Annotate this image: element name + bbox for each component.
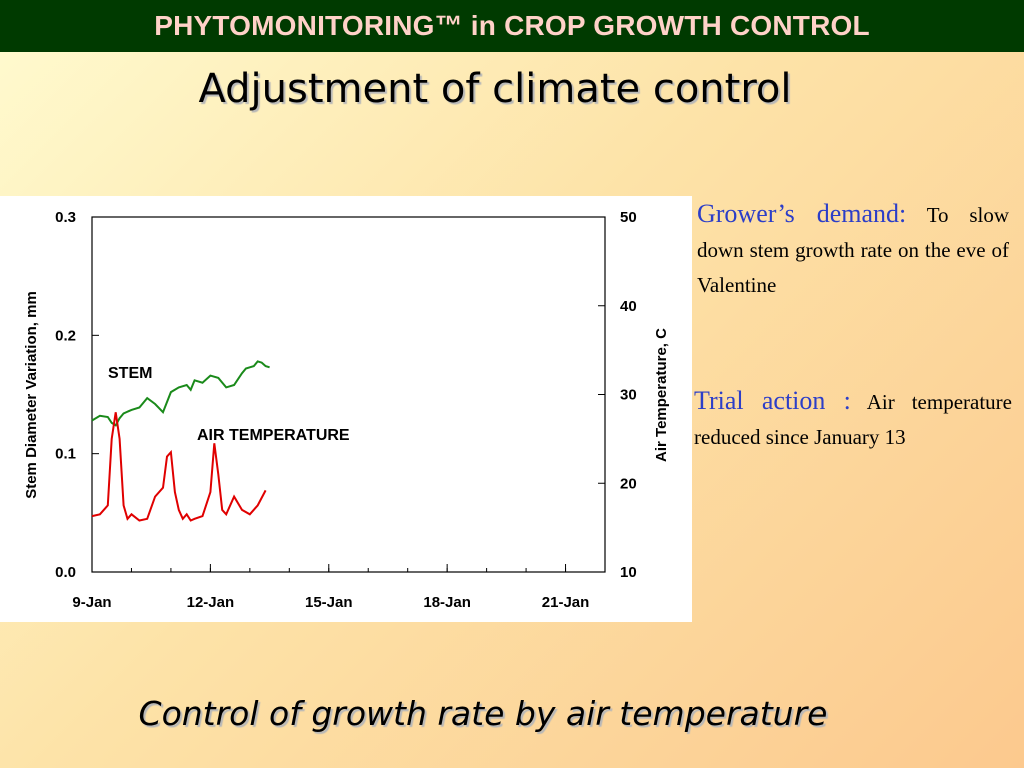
- top-banner: PHYTOMONITORING™ in CROP GROWTH CONTROL: [0, 0, 1024, 52]
- left-axis-ticks: 0.0 0.1 0.2 0.3: [55, 209, 99, 581]
- slide-title: Adjustment of climate control: [198, 66, 792, 112]
- right-tick-label: 50: [620, 209, 637, 226]
- series-line-stem: [91, 360, 270, 427]
- trial-action-text: Air temperature reduced since January 13: [694, 390, 1012, 449]
- x-tick-label: 18-Jan: [423, 594, 471, 611]
- growers-demand-text: To slow down stem growth rate on the eve…: [697, 203, 1009, 297]
- right-tick-label: 20: [620, 475, 637, 492]
- growers-demand-label: Grower’s demand:: [697, 199, 907, 228]
- left-axis-label: Stem Diameter Variation, mm: [23, 291, 40, 499]
- banner-title: PHYTOMONITORING™ in CROP GROWTH CONTROL: [154, 10, 870, 41]
- left-tick-label: 0.0: [55, 564, 76, 581]
- right-axis-label: Air Temperature, C: [653, 328, 670, 462]
- x-tick-label: 9-Jan: [72, 594, 111, 611]
- right-axis-ticks: 10 20 30 40 50: [598, 209, 637, 581]
- right-tick-label: 10: [620, 564, 637, 581]
- left-tick-label: 0.3: [55, 209, 76, 226]
- trial-action-block: Trial action : Air temperature reduced s…: [694, 383, 1012, 455]
- x-tick-label: 12-Jan: [187, 594, 235, 611]
- x-axis-ticks: 9-Jan 12-Jan 15-Jan 18-Jan 21-Jan: [72, 564, 589, 611]
- growers-demand-block: Grower’s demand: To slow down stem growt…: [697, 196, 1009, 303]
- series-label-stem: STEM: [108, 365, 152, 382]
- right-tick-label: 40: [620, 298, 637, 315]
- x-tick-label: 21-Jan: [542, 594, 590, 611]
- right-tick-label: 30: [620, 387, 637, 404]
- series-label-air-temperature: AIR TEMPERATURE: [197, 427, 350, 444]
- x-tick-label: 15-Jan: [305, 594, 353, 611]
- trial-action-label: Trial action :: [694, 386, 851, 415]
- series-line-air-temperature: [91, 412, 267, 522]
- left-tick-label: 0.2: [55, 327, 76, 344]
- slide-footer: Control of growth rate by air temperatur…: [138, 694, 828, 733]
- chart-panel: 0.0 0.1 0.2 0.3 10 20 30 40 50 9-Jan 12-Jan 15-Ja…: [0, 196, 692, 622]
- left-tick-label: 0.1: [55, 446, 76, 463]
- dual-axis-line-chart: 0.0 0.1 0.2 0.3 10 20 30 40 50 9-Jan 12-Jan 15-Ja…: [23, 209, 670, 611]
